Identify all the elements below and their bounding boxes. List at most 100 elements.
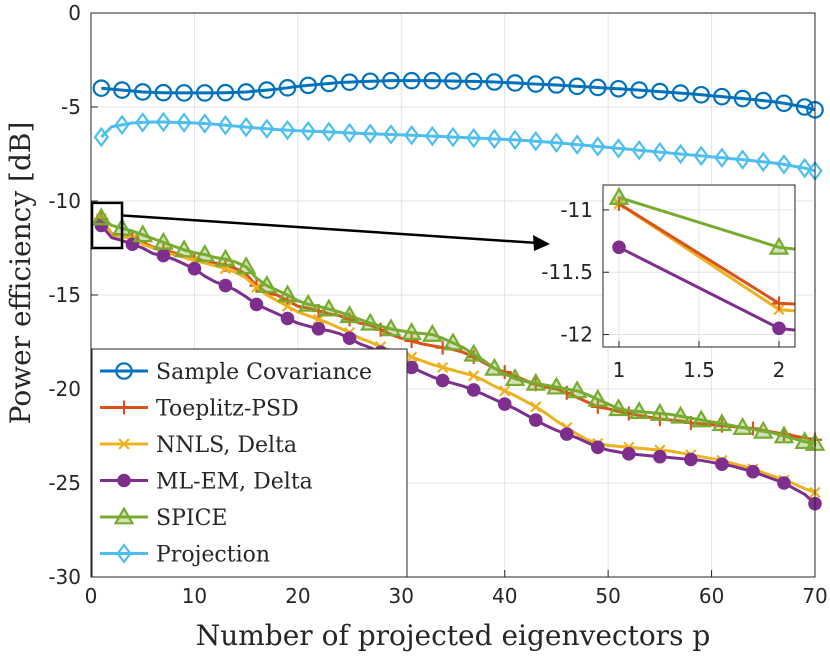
data-point [652,141,668,163]
data-point [340,73,359,91]
data-point [468,370,480,382]
data-point [672,143,689,165]
data-point [135,112,151,133]
data-point [342,331,357,346]
data-point [631,140,647,161]
data-point [405,351,418,363]
data-point [777,476,791,490]
data-point [484,357,505,376]
data-point [155,111,172,133]
series-sample-covariance [92,71,824,119]
zoom-box [90,201,124,250]
data-point [713,87,731,106]
data-point [404,334,419,349]
data-point [435,373,450,388]
data-point [690,409,712,428]
legend-entry: Toeplitz-PSD [100,397,299,422]
data-point [311,322,326,336]
data-point [776,154,792,175]
x-tick-label: 20 [285,584,310,608]
y-tick-label: -15 [48,283,81,307]
legend-entry: SPICE [100,506,227,531]
data-point [590,136,606,157]
data-point [486,128,503,150]
x-tick-label: 60 [699,584,724,608]
data-point [671,84,690,102]
y-tick-label: -5 [61,95,81,119]
data-point [115,362,133,380]
data-point [622,447,636,461]
data-point [218,278,233,293]
x-tick-label: 50 [595,584,620,608]
data-point [277,284,298,303]
data-point [587,388,609,407]
legend-label: SPICE [156,506,227,531]
data-point [772,296,786,311]
data-point [609,79,628,98]
zoom-annotation [90,201,550,251]
data-point [466,383,481,397]
inset-chart: 1 1.5 2 -11 -11.5 -12 [541,184,796,382]
data-point [403,124,420,146]
data-point [114,114,130,136]
data-point [117,400,131,415]
data-point [628,400,650,419]
data-point [176,112,192,133]
data-point [711,413,733,432]
data-point [362,123,378,144]
data-point [569,134,585,155]
series-ml-em-delta [94,218,822,511]
data-point [380,318,402,337]
data-point [526,75,545,93]
inset-series-spice [608,186,795,255]
data-point [463,343,484,362]
data-point [732,416,753,435]
inset-frame [602,184,796,348]
data-point [752,420,774,439]
data-point [383,124,399,145]
data-point [187,261,202,276]
legend-entry: Projection [100,543,270,568]
data-point [772,321,786,336]
data-point [504,368,526,387]
y-tick-label: 0 [68,1,81,25]
data-point [499,385,511,397]
data-point [795,98,814,116]
data-point [773,425,795,444]
data-point [528,413,543,427]
data-point [156,248,171,263]
data-point [653,449,667,464]
data-point [630,81,648,99]
data-point [528,130,544,152]
legend-label: ML-EM, Delta [156,470,313,495]
data-point [768,236,790,255]
inset-series-line [618,196,795,251]
main-ticks: 0 10 20 30 40 50 60 70 0 -5 -10 -15 -20 -25 -30 [48,1,827,608]
x-axis-label: Number of projected eigenvectors p [196,619,711,652]
data-point [485,73,504,91]
data-point [445,126,461,148]
data-point [402,71,421,90]
inset-x-tick-label: 2 [773,358,786,382]
legend-entry: NNLS, Delta [100,433,297,458]
data-point [651,82,669,101]
data-point [530,401,542,413]
data-point [401,321,422,340]
data-point [197,113,213,134]
data-point [424,125,440,147]
data-point [714,147,730,168]
data-point [546,376,567,395]
data-point [256,274,278,293]
legend-box [91,348,408,578]
legend-entry: ML-EM, Delta [100,470,313,495]
data-point [173,239,195,258]
data-point [281,300,294,312]
data-point [435,340,450,355]
data-point [194,243,216,262]
data-point [733,89,752,108]
y-tick-label: -30 [48,565,81,589]
data-point [436,361,449,374]
data-point [297,293,319,312]
data-point [300,120,316,142]
